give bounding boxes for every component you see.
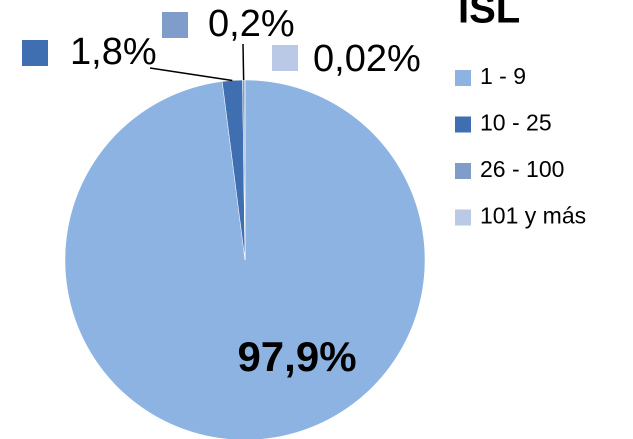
leader-line [242, 43, 245, 81]
legend-swatch [455, 209, 471, 226]
data-label: 0,02% [313, 38, 421, 80]
pie-slice [64, 79, 426, 439]
chart-title: ISL [458, 0, 520, 32]
label-key [272, 45, 298, 71]
legend-swatch [455, 163, 471, 179]
legend-label: 101 y más [480, 203, 586, 229]
data-label: 1,8% [70, 31, 157, 73]
data-label: 97,9% [237, 333, 356, 380]
leader-line [149, 67, 233, 82]
legend-label: 26 - 100 [480, 156, 564, 182]
label-key [162, 12, 188, 38]
legend-swatch [455, 70, 471, 86]
label-key [22, 40, 48, 66]
legend-label: 1 - 9 [480, 63, 526, 89]
legend-label: 10 - 25 [480, 110, 552, 136]
data-label: 0,2% [208, 3, 295, 45]
legend-swatch [455, 116, 471, 133]
